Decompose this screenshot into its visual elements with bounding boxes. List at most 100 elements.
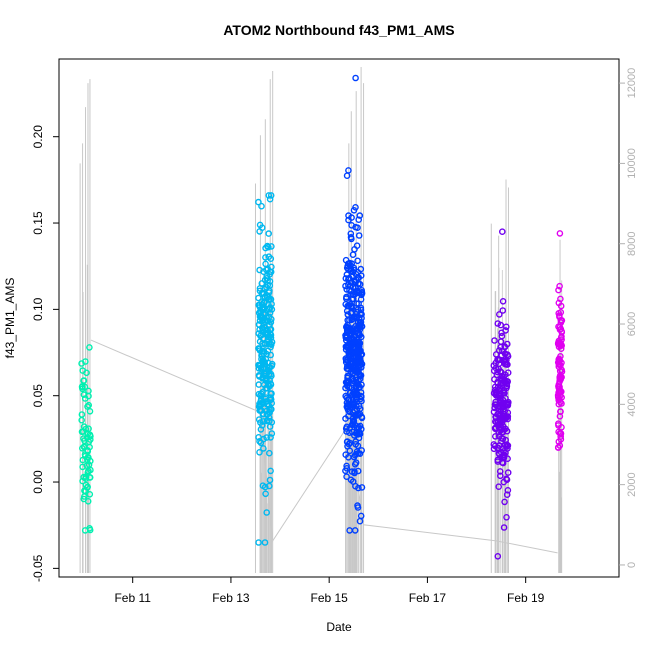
data-point xyxy=(342,331,349,339)
data-point xyxy=(351,421,359,429)
data-point xyxy=(498,329,505,337)
y-tick-label: -0.05 xyxy=(31,554,45,582)
data-point xyxy=(268,362,276,370)
data-point xyxy=(343,428,350,435)
data-point xyxy=(556,412,564,420)
data-point xyxy=(265,230,273,237)
data-point xyxy=(268,430,276,437)
data-point xyxy=(255,433,262,441)
data-point xyxy=(267,351,275,359)
data-point xyxy=(494,553,502,560)
data-point xyxy=(257,439,265,447)
data-point xyxy=(356,430,364,438)
data-point xyxy=(255,373,263,380)
data-point xyxy=(262,254,269,261)
data-point xyxy=(358,314,365,322)
data-point xyxy=(266,295,273,303)
data-point xyxy=(490,408,498,416)
data-point xyxy=(257,426,265,433)
data-point xyxy=(353,308,361,316)
data-point xyxy=(558,366,565,374)
data-point xyxy=(355,345,362,352)
data-point xyxy=(496,472,504,480)
data-point xyxy=(556,376,564,383)
data-point xyxy=(266,330,274,337)
data-point xyxy=(265,253,273,261)
y-tick-label: 0.10 xyxy=(31,297,45,321)
data-point xyxy=(262,260,269,268)
data-point xyxy=(503,400,511,407)
data-point xyxy=(491,442,499,450)
data-point xyxy=(86,525,93,532)
data-point xyxy=(259,356,267,364)
secondary-baseline xyxy=(90,339,558,554)
data-point xyxy=(266,476,274,484)
data-point xyxy=(349,328,356,336)
data-point xyxy=(262,326,270,334)
data-point xyxy=(266,396,274,404)
x-tick-label: Feb 11 xyxy=(114,591,151,605)
data-point xyxy=(345,395,353,403)
data-point xyxy=(256,448,263,456)
data-point xyxy=(84,469,92,476)
data-point xyxy=(504,455,511,463)
data-point xyxy=(355,484,362,492)
data-point xyxy=(82,475,90,482)
data-point xyxy=(499,297,507,305)
data-point xyxy=(263,509,271,516)
data-point xyxy=(497,321,505,329)
x-axis: Feb 11 Feb 13 Feb 15 Feb 17 Feb 19 xyxy=(114,577,545,605)
data-point xyxy=(261,299,268,307)
data-point xyxy=(267,467,274,475)
data-point xyxy=(265,417,273,425)
data-point xyxy=(348,468,356,475)
data-point xyxy=(503,443,511,450)
data-point xyxy=(259,388,266,396)
data-point xyxy=(356,212,364,219)
data-point xyxy=(258,202,265,210)
data-point xyxy=(500,524,508,531)
data-point xyxy=(352,288,360,295)
data-point xyxy=(255,294,262,302)
data-point xyxy=(79,385,86,393)
data-point xyxy=(259,482,267,490)
data-point xyxy=(83,462,91,469)
data-point xyxy=(496,417,504,425)
data-point xyxy=(495,347,503,354)
data-point xyxy=(491,375,498,383)
data-point xyxy=(85,454,92,461)
data-point xyxy=(257,365,265,373)
data-point xyxy=(353,242,361,249)
data-point xyxy=(491,386,499,394)
y-tick-label: 0.15 xyxy=(31,211,45,235)
secondary-series xyxy=(79,67,563,573)
data-point xyxy=(555,420,562,428)
y-axis-left: -0.05 0.00 0.05 0.10 0.15 0.20 xyxy=(31,125,59,582)
data-point xyxy=(357,333,365,341)
data-point xyxy=(557,342,564,350)
data-point xyxy=(354,257,361,265)
data-point xyxy=(85,387,92,395)
data-point xyxy=(355,434,363,442)
data-point xyxy=(502,323,510,331)
data-point xyxy=(349,315,357,323)
data-point xyxy=(345,167,352,174)
data-point xyxy=(557,316,565,324)
data-point xyxy=(555,299,563,307)
chart-title: ATOM2 Northbound f43_PM1_AMS xyxy=(223,22,454,38)
data-point xyxy=(500,478,508,486)
data-point xyxy=(356,517,364,525)
data-point xyxy=(355,232,363,239)
data-point xyxy=(356,383,364,391)
data-point xyxy=(78,383,86,390)
data-point xyxy=(352,438,360,445)
y2-tick-label: 8000 xyxy=(626,231,638,255)
data-point xyxy=(343,462,350,470)
data-point xyxy=(86,344,93,351)
data-point xyxy=(265,243,272,251)
x-tick-label: Feb 13 xyxy=(212,591,250,605)
data-point xyxy=(347,302,355,310)
data-point xyxy=(495,483,503,491)
data-point xyxy=(78,411,86,418)
data-point xyxy=(347,336,355,344)
